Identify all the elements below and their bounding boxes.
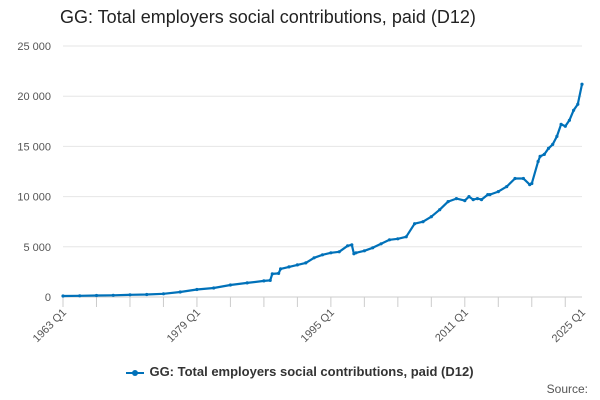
x-tick-label: 1995 Q1 bbox=[299, 307, 337, 345]
data-point bbox=[572, 108, 576, 112]
data-point bbox=[245, 281, 249, 285]
x-tick-label: 1963 Q1 bbox=[31, 307, 69, 345]
x-tick-label: 2011 Q1 bbox=[433, 307, 471, 345]
series-line bbox=[61, 83, 584, 298]
data-point bbox=[270, 272, 274, 276]
data-point bbox=[413, 222, 417, 226]
data-point bbox=[161, 292, 166, 296]
data-point bbox=[421, 220, 425, 224]
data-point bbox=[563, 124, 567, 128]
data-point bbox=[312, 256, 316, 260]
data-point bbox=[212, 286, 216, 290]
data-point bbox=[279, 267, 283, 271]
data-point bbox=[195, 287, 199, 292]
data-point bbox=[580, 82, 584, 86]
data-point bbox=[379, 242, 383, 246]
data-point bbox=[538, 154, 542, 158]
y-tick-label: 20 000 bbox=[17, 91, 51, 103]
data-point bbox=[304, 261, 308, 265]
data-point bbox=[346, 244, 350, 248]
data-point bbox=[438, 208, 442, 212]
y-tick-label: 25 000 bbox=[17, 41, 51, 53]
y-tick-label: 5 000 bbox=[23, 242, 51, 254]
data-point bbox=[530, 181, 534, 186]
data-point bbox=[329, 251, 333, 255]
data-point bbox=[350, 243, 354, 247]
data-point bbox=[542, 152, 546, 156]
chart-title: GG: Total employers social contributions… bbox=[60, 7, 476, 27]
source-label: Source: bbox=[546, 382, 588, 396]
data-point bbox=[463, 199, 467, 203]
data-point bbox=[429, 215, 433, 219]
legend-marker-icon bbox=[126, 369, 145, 376]
data-point bbox=[78, 294, 82, 298]
data-point bbox=[576, 102, 580, 106]
data-point bbox=[471, 198, 475, 202]
data-point bbox=[546, 146, 551, 150]
y-tick-label: 10 000 bbox=[17, 192, 51, 204]
legend-label: GG: Total employers social contributions… bbox=[149, 364, 474, 379]
data-point bbox=[295, 263, 299, 267]
data-point bbox=[513, 176, 517, 181]
data-point bbox=[404, 235, 408, 239]
data-point bbox=[475, 197, 479, 201]
legend[interactable]: GG: Total employers social contributions… bbox=[0, 364, 600, 379]
data-point bbox=[145, 292, 149, 297]
data-point bbox=[555, 134, 559, 138]
data-point bbox=[567, 118, 572, 122]
data-point bbox=[354, 251, 358, 255]
data-point bbox=[387, 238, 392, 242]
data-point bbox=[479, 198, 484, 202]
data-point bbox=[521, 176, 526, 181]
data-point bbox=[277, 271, 281, 275]
data-point bbox=[559, 122, 563, 126]
data-point bbox=[505, 185, 509, 189]
data-point bbox=[128, 293, 132, 297]
data-point bbox=[371, 246, 375, 250]
data-point bbox=[287, 265, 291, 269]
data-point bbox=[262, 279, 266, 283]
data-point bbox=[488, 193, 492, 197]
data-point bbox=[268, 278, 272, 282]
data-point bbox=[396, 237, 400, 241]
y-tick-label: 0 bbox=[45, 292, 51, 304]
y-tick-label: 15 000 bbox=[17, 141, 51, 153]
x-tick-label: 1979 Q1 bbox=[165, 307, 203, 345]
data-point bbox=[454, 197, 458, 201]
data-point bbox=[111, 293, 115, 297]
x-tick-label: 2025 Q1 bbox=[550, 307, 588, 345]
data-point bbox=[536, 159, 540, 164]
data-point bbox=[94, 293, 99, 298]
data-point bbox=[362, 249, 366, 253]
data-point bbox=[446, 200, 450, 204]
data-point bbox=[551, 142, 555, 146]
data-point bbox=[178, 290, 182, 294]
data-point bbox=[467, 195, 471, 199]
data-point bbox=[496, 190, 500, 194]
data-point bbox=[337, 250, 341, 254]
data-point bbox=[228, 283, 232, 287]
data-point bbox=[320, 253, 325, 257]
data-point bbox=[61, 294, 65, 298]
